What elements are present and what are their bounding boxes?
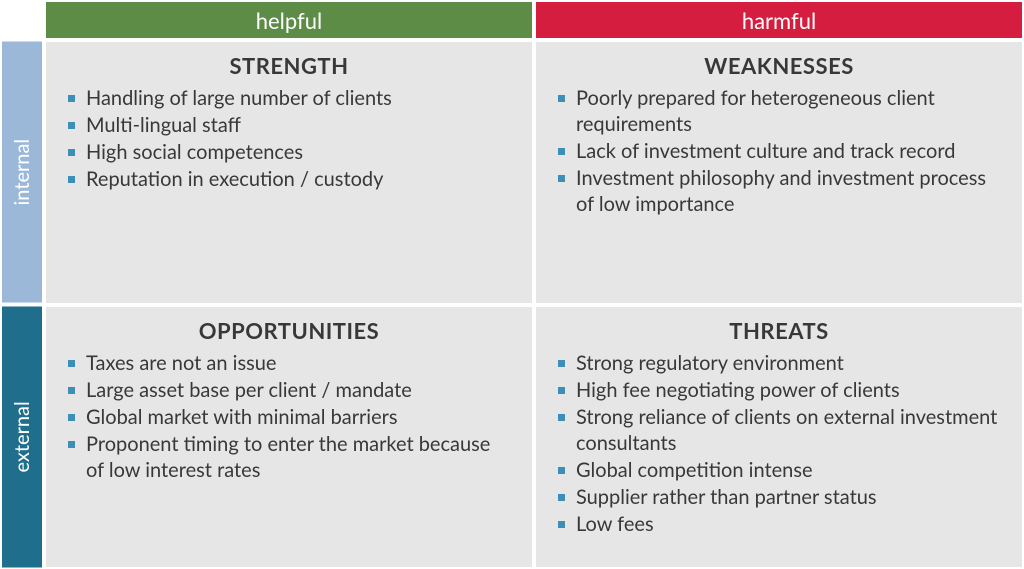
quadrant-opportunities: OPPORTUNITIES Taxes are not an issue Larg… — [46, 307, 532, 568]
list-item-text: Handling of large number of clients — [86, 86, 392, 110]
square-bullet-icon — [68, 360, 75, 367]
row-header-external: external — [2, 307, 42, 568]
square-bullet-icon — [68, 95, 75, 102]
list-item: Low fees — [558, 511, 1000, 537]
list-item: Large asset base per client / mandate — [68, 377, 510, 403]
square-bullet-icon — [558, 467, 565, 474]
list-item-text: Global market with minimal barriers — [86, 405, 398, 429]
list-item-text: Strong regulatory environment — [576, 351, 844, 375]
square-bullet-icon — [68, 149, 75, 156]
quadrant-list: Taxes are not an issue Large asset base p… — [68, 350, 510, 483]
quadrant-title: THREATS — [558, 317, 1000, 344]
square-bullet-icon — [558, 414, 565, 421]
list-item: Taxes are not an issue — [68, 350, 510, 376]
list-item-text: High social competences — [86, 140, 303, 164]
square-bullet-icon — [558, 521, 565, 528]
quadrant-weaknesses: WEAKNESSES Poorly prepared for heterogen… — [536, 42, 1022, 303]
list-item: Reputation in execution / custody — [68, 166, 510, 192]
square-bullet-icon — [68, 176, 75, 183]
list-item-text: Global competition intense — [576, 458, 813, 482]
list-item-text: Multi-lingual staff — [86, 113, 241, 137]
quadrant-title: WEAKNESSES — [558, 52, 1000, 79]
square-bullet-icon — [558, 387, 565, 394]
square-bullet-icon — [68, 122, 75, 129]
row-header-internal: internal — [2, 42, 42, 303]
quadrant-strength: STRENGTH Handling of large number of cli… — [46, 42, 532, 303]
list-item-text: Low fees — [576, 512, 654, 536]
list-item-text: Supplier rather than partner status — [576, 485, 877, 509]
quadrant-list: Strong regulatory environment High fee ne… — [558, 350, 1000, 537]
list-item-text: Strong reliance of clients on external i… — [576, 405, 997, 455]
list-item: Proponent timing to enter the market bec… — [68, 431, 510, 483]
list-item: High social competences — [68, 139, 510, 165]
quadrant-threats: THREATS Strong regulatory environment Hig… — [536, 307, 1022, 568]
quadrant-list: Handling of large number of clients Multi… — [68, 85, 510, 192]
list-item: Strong reliance of clients on external i… — [558, 404, 1000, 456]
square-bullet-icon — [558, 494, 565, 501]
square-bullet-icon — [558, 175, 565, 182]
list-item-text: Poorly prepared for heterogeneous client… — [576, 86, 935, 136]
list-item: Strong regulatory environment — [558, 350, 1000, 376]
list-item: Investment philosophy and investment pro… — [558, 165, 1000, 217]
square-bullet-icon — [68, 387, 75, 394]
list-item-text: High fee negotiating power of clients — [576, 378, 900, 402]
list-item-text: Reputation in execution / custody — [86, 167, 383, 191]
quadrant-title: STRENGTH — [68, 52, 510, 79]
list-item: Poorly prepared for heterogeneous client… — [558, 85, 1000, 137]
list-item: High fee negotiating power of clients — [558, 377, 1000, 403]
quadrant-title: OPPORTUNITIES — [68, 317, 510, 344]
list-item-text: Large asset base per client / mandate — [86, 378, 412, 402]
column-header-helpful: helpful — [46, 2, 532, 38]
corner-blank — [2, 2, 42, 38]
list-item: Multi-lingual staff — [68, 112, 510, 138]
list-item-text: Proponent timing to enter the market bec… — [86, 432, 490, 482]
list-item: Lack of investment culture and track rec… — [558, 138, 1000, 164]
list-item: Global competition intense — [558, 457, 1000, 483]
list-item: Supplier rather than partner status — [558, 484, 1000, 510]
list-item-text: Lack of investment culture and track rec… — [576, 139, 955, 163]
list-item: Handling of large number of clients — [68, 85, 510, 111]
list-item-text: Taxes are not an issue — [86, 351, 276, 375]
swot-matrix: helpful harmful internal STRENGTH Handli… — [2, 2, 1022, 567]
list-item: Global market with minimal barriers — [68, 404, 510, 430]
column-header-harmful: harmful — [536, 2, 1022, 38]
square-bullet-icon — [558, 95, 565, 102]
list-item-text: Investment philosophy and investment pro… — [576, 166, 986, 216]
square-bullet-icon — [68, 441, 75, 448]
square-bullet-icon — [558, 148, 565, 155]
square-bullet-icon — [68, 414, 75, 421]
square-bullet-icon — [558, 360, 565, 367]
quadrant-list: Poorly prepared for heterogeneous client… — [558, 85, 1000, 217]
